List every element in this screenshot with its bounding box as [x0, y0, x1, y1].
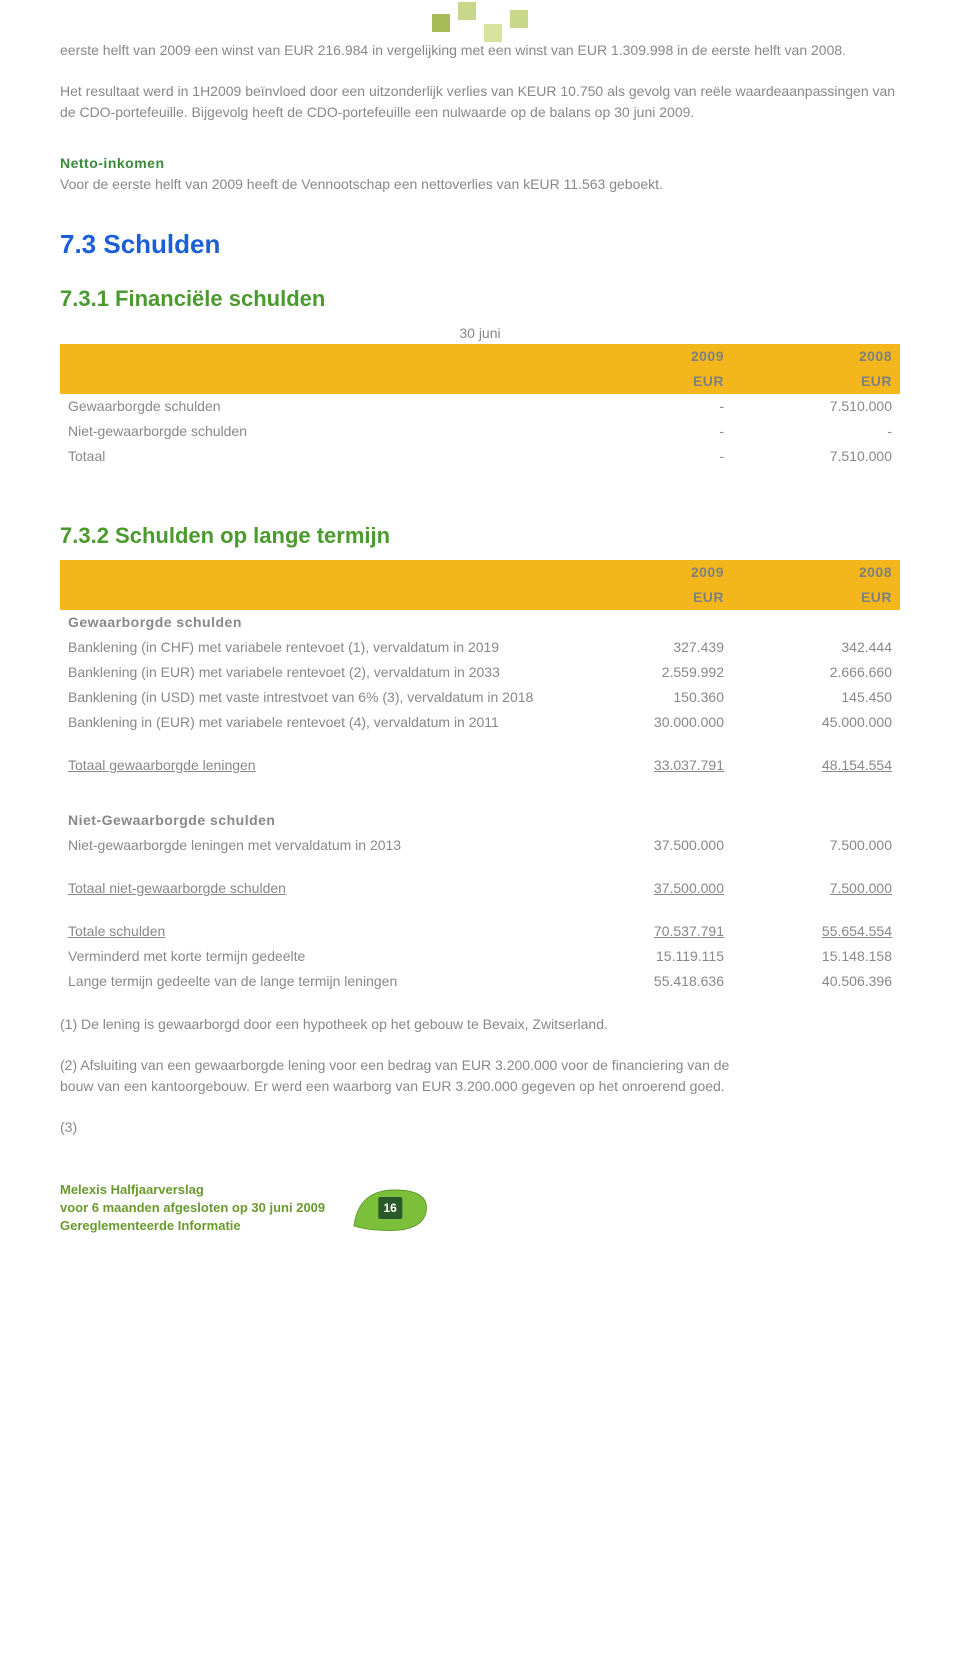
footer-line-1: Melexis Halfjaarverslag — [60, 1181, 325, 1199]
table1-row-2008: 7.510.000 — [732, 444, 900, 469]
table1-row-2009: - — [564, 394, 732, 419]
table2-row-label: Banklening (in CHF) met variabele rentev… — [60, 635, 564, 660]
note-2a: (2) Afsluiting van een gewaarborgde leni… — [60, 1055, 900, 1076]
table1-row-label: Niet-gewaarborgde schulden — [60, 419, 564, 444]
table-financiele-schulden: 2009 2008 EUR EUR Gewaarborgde schulden … — [60, 344, 900, 469]
niet-gewaarborgde-heading: Niet-Gewaarborgde schulden — [60, 808, 564, 833]
table1-year-2009: 2009 — [564, 344, 732, 369]
table2-row-label: Banklening in (EUR) met variabele rentev… — [60, 710, 564, 735]
table2-row-label: Banklening (in USD) met vaste intrestvoe… — [60, 685, 564, 710]
totaal-gewaarborgde-2008: 48.154.554 — [732, 753, 900, 778]
note-3: (3) — [60, 1117, 900, 1138]
table2-row-2009: 327.439 — [564, 635, 732, 660]
table2-eur-2009: EUR — [564, 585, 732, 610]
gewaarborgde-heading: Gewaarborgde schulden — [60, 610, 564, 635]
netto-inkomen-heading: Netto-inkomen — [60, 155, 165, 171]
table1-date: 30 juni — [60, 323, 900, 344]
decorative-squares — [432, 0, 528, 42]
table1-row-2009: - — [564, 419, 732, 444]
table1-year-2008: 2008 — [732, 344, 900, 369]
paragraph-intro-1: eerste helft van 2009 een winst van EUR … — [60, 40, 900, 61]
footer-line-2: voor 6 maanden afgesloten op 30 juni 200… — [60, 1199, 325, 1217]
heading-7-3-1: 7.3.1 Financiële schulden — [60, 282, 900, 315]
lange-termijn-2009: 55.418.636 — [564, 969, 732, 994]
table1-row-label: Totaal — [60, 444, 564, 469]
table2-row-2008: 145.450 — [732, 685, 900, 710]
table2-row-2008: 342.444 — [732, 635, 900, 660]
table2-niet-row-2009: 37.500.000 — [564, 833, 732, 858]
table2-row-2008: 2.666.660 — [732, 660, 900, 685]
table2-row-2009: 150.360 — [564, 685, 732, 710]
verminderd-2008: 15.148.158 — [732, 944, 900, 969]
totaal-gewaarborgde-label: Totaal gewaarborgde leningen — [60, 753, 564, 778]
heading-7-3: 7.3 Schulden — [60, 225, 900, 264]
footer-line-3: Gereglementeerde Informatie — [60, 1217, 325, 1235]
table2-eur-2008: EUR — [732, 585, 900, 610]
verminderd-2009: 15.119.115 — [564, 944, 732, 969]
table1-row-label: Gewaarborgde schulden — [60, 394, 564, 419]
table1-eur-2008: EUR — [732, 369, 900, 394]
table2-row-2009: 30.000.000 — [564, 710, 732, 735]
table1-row-2008: - — [732, 419, 900, 444]
table1-row-2009: - — [564, 444, 732, 469]
page-footer: Melexis Halfjaarverslag voor 6 maanden a… — [60, 1178, 900, 1238]
paragraph-intro-2: Het resultaat werd in 1H2009 beïnvloed d… — [60, 81, 900, 123]
netto-inkomen-body: Voor de eerste helft van 2009 heeft de V… — [60, 176, 663, 192]
table1-row-2008: 7.510.000 — [732, 394, 900, 419]
totale-schulden-label: Totale schulden — [60, 919, 564, 944]
totale-schulden-2009: 70.537.791 — [564, 919, 732, 944]
lange-termijn-2008: 40.506.396 — [732, 969, 900, 994]
table2-year-2008: 2008 — [732, 560, 900, 585]
page-number: 16 — [378, 1197, 401, 1219]
table2-niet-row-2008: 7.500.000 — [732, 833, 900, 858]
totaal-niet-2008: 7.500.000 — [732, 876, 900, 901]
totaal-gewaarborgde-2009: 33.037.791 — [564, 753, 732, 778]
totale-schulden-2008: 55.654.554 — [732, 919, 900, 944]
table2-row-2009: 2.559.992 — [564, 660, 732, 685]
totaal-niet-2009: 37.500.000 — [564, 876, 732, 901]
table1-eur-2009: EUR — [564, 369, 732, 394]
table2-row-2008: 45.000.000 — [732, 710, 900, 735]
note-1: (1) De lening is gewaarborgd door een hy… — [60, 1014, 900, 1035]
lange-termijn-label: Lange termijn gedeelte van de lange term… — [60, 969, 564, 994]
leaf-icon: 16 — [345, 1178, 435, 1238]
heading-7-3-2: 7.3.2 Schulden op lange termijn — [60, 519, 900, 552]
table-lange-termijn: 2009 2008 EUR EUR Gewaarborgde schulden … — [60, 560, 900, 994]
totaal-niet-label: Totaal niet-gewaarborgde schulden — [60, 876, 564, 901]
verminderd-label: Verminderd met korte termijn gedeelte — [60, 944, 564, 969]
table2-niet-row-label: Niet-gewaarborgde leningen met vervaldat… — [60, 833, 564, 858]
table2-row-label: Banklening (in EUR) met variabele rentev… — [60, 660, 564, 685]
table2-year-2009: 2009 — [564, 560, 732, 585]
note-2b: bouw van een kantoorgebouw. Er werd een … — [60, 1076, 900, 1097]
